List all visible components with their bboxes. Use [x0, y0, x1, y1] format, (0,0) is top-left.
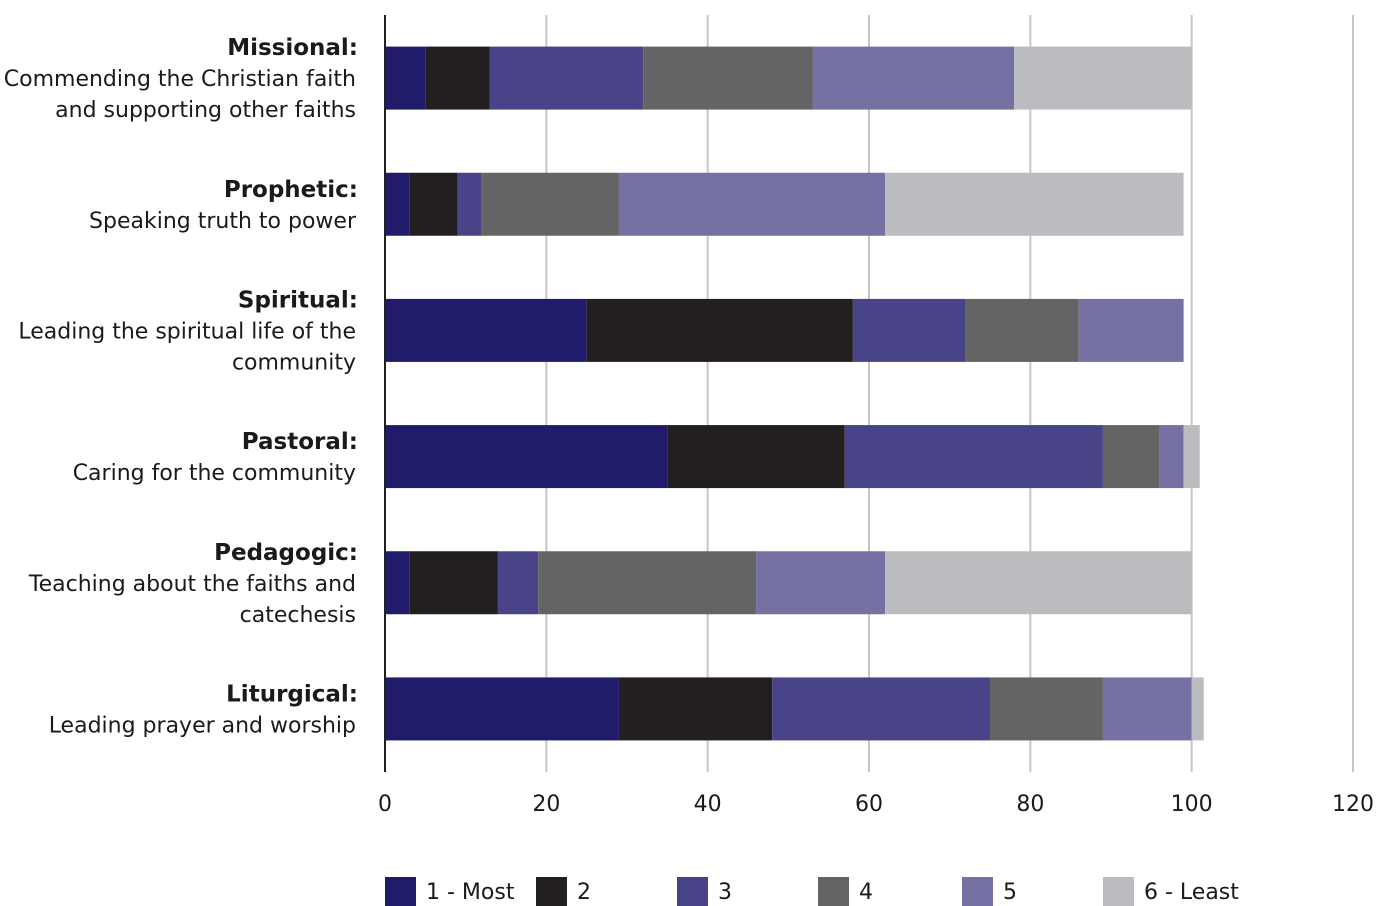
x-tick-label: 40 [694, 792, 722, 817]
bar-segment [1078, 298, 1184, 362]
bar-segment [385, 46, 426, 110]
legend-label: 2 [577, 880, 591, 905]
bar-segment [812, 46, 1015, 110]
legend-swatch [536, 877, 567, 906]
category-name: Pedagogic: [214, 540, 358, 566]
x-tick-label: 20 [532, 792, 560, 817]
category-description: Teaching about the faiths and [28, 572, 356, 597]
category-labels: Missional: Commending the Christian faith… [4, 35, 358, 738]
bar-segment [409, 551, 498, 615]
bar-segment [1102, 425, 1160, 489]
category-description: Caring for the community [73, 461, 356, 486]
bar-segment [481, 172, 619, 236]
category-description: Leading prayer and worship [49, 713, 356, 738]
legend-label: 4 [859, 880, 873, 905]
x-tick-label: 80 [1016, 792, 1044, 817]
category-name: Prophetic: [224, 177, 358, 203]
category-name: Spiritual: [238, 287, 358, 313]
bar-segment [618, 677, 773, 741]
bar-segment [844, 425, 1103, 489]
legend-label: 5 [1003, 880, 1017, 905]
x-tick-label: 60 [855, 792, 883, 817]
category-name: Pastoral: [242, 429, 358, 455]
bar-segment [385, 677, 619, 741]
bar-segment [457, 172, 482, 236]
bar-segment [385, 551, 410, 615]
bar-segment [643, 46, 813, 110]
bar-segment [385, 172, 410, 236]
bar-segment [618, 172, 886, 236]
bar-segment [852, 298, 966, 362]
bar-segment [990, 677, 1103, 741]
bar-segment [885, 551, 1192, 615]
legend-label: 3 [718, 880, 732, 905]
bars [385, 46, 1204, 741]
bar-segment [489, 46, 644, 110]
x-tick-label: 120 [1332, 792, 1374, 817]
bar-segment [385, 298, 587, 362]
legend-label: 1 - Most [426, 880, 515, 905]
bar-segment [756, 551, 886, 615]
legend-swatch [962, 877, 993, 906]
bar-segment [667, 425, 845, 489]
bar-segment [1183, 425, 1200, 489]
bar-segment [586, 298, 853, 362]
bar-segment [538, 551, 757, 615]
x-tick-labels: 0 20 40 60 80 100 120 [378, 792, 1374, 817]
category-description: community [232, 350, 356, 375]
bar-segment [965, 298, 1079, 362]
category-description: Speaking truth to power [89, 209, 357, 234]
legend-swatch [385, 877, 416, 906]
gridlines [545, 15, 1354, 772]
category-description: Commending the Christian faith [4, 67, 356, 92]
legend-label: 6 - Least [1144, 880, 1239, 905]
category-name: Liturgical: [226, 681, 358, 707]
legend-swatch [818, 877, 849, 906]
category-description: and supporting other faiths [55, 98, 356, 123]
legend-swatch [1103, 877, 1134, 906]
bar-segment [772, 677, 990, 741]
bar-segment [1014, 46, 1192, 110]
category-name: Missional: [227, 35, 358, 61]
bar-segment [425, 46, 490, 110]
bar-segment [497, 551, 539, 615]
x-tick-label: 0 [378, 792, 392, 817]
bar-segment [885, 172, 1184, 236]
x-tick-label: 100 [1171, 792, 1213, 817]
category-description: catechesis [240, 603, 356, 628]
category-description: Leading the spiritual life of the [18, 319, 356, 344]
bar-segment [1159, 425, 1184, 489]
bar-segment [409, 172, 458, 236]
bar-segment [1191, 677, 1204, 741]
legend-swatch [677, 877, 708, 906]
legend: 1 - Most 2 3 4 5 6 - Least [385, 877, 1239, 906]
bar-segment [1102, 677, 1192, 741]
bar-segment [385, 425, 668, 489]
